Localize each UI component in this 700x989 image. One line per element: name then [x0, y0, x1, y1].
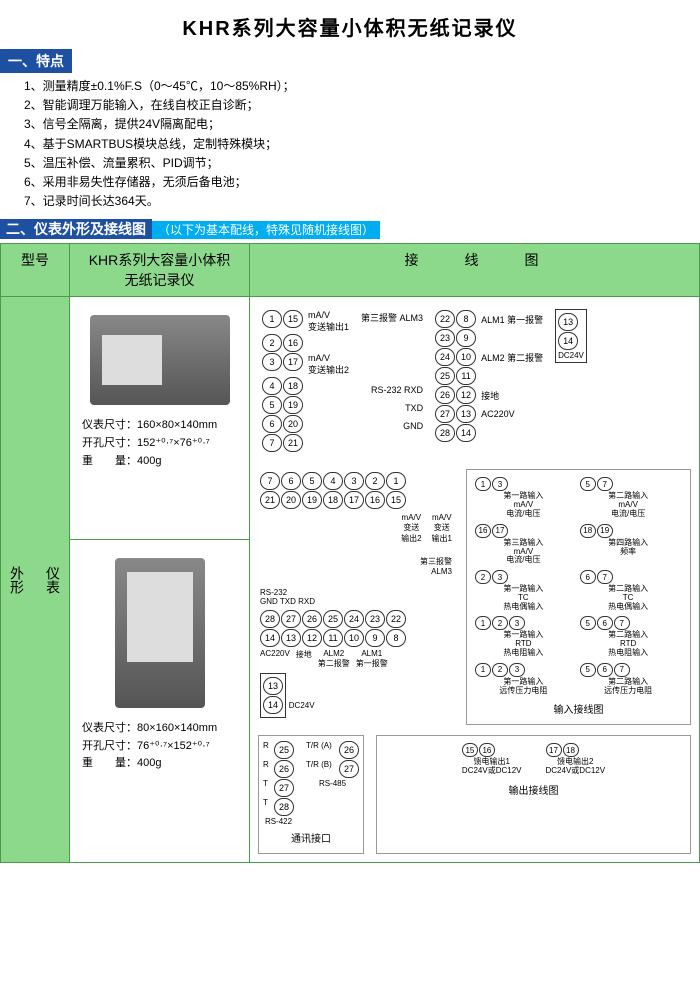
section2-dark: 二、仪表外形及接线图 [0, 219, 152, 239]
th-wiring: 接 线 图 [250, 244, 700, 297]
spec2-l2: 开孔尺寸：76⁺⁰·⁷×152⁺⁰·⁷ [82, 738, 243, 756]
section2-cyan: （以下为基本配线，特殊见随机接线图） [152, 221, 380, 239]
feature-item: 1、测量精度±0.1%F.S（0～45℃，10～85%RH）； [24, 77, 700, 96]
spec1-l2: 开孔尺寸：152⁺⁰·⁷×76⁺⁰·⁷ [82, 435, 243, 453]
feature-item: 5、温压补偿、流量累积、PID调节； [24, 154, 700, 173]
feature-item: 7、记录时间长达364天。 [24, 192, 700, 211]
wiring-cell: 115mA/V 变送输出1 216 317mA/V 变送输出2 418 519 … [250, 297, 700, 863]
section2-header: 二、仪表外形及接线图（以下为基本配线，特殊见随机接线图） [0, 219, 380, 239]
wiring-row-2: 7654321 21201918171615 mA/V 变送 输出2mA/V 变… [256, 467, 693, 727]
feature-item: 2、智能调理万能输入，在线自校正自诊断； [24, 96, 700, 115]
feature-item: 4、基于SMARTBUS模块总线，定制特殊模块； [24, 135, 700, 154]
wiring-row-3: R25R26T27T28 RS-422 T/R (A)26T/R (B)27 R… [256, 733, 693, 856]
th-model: 型号 [1, 244, 70, 297]
spec1-l1: 仪表尺寸：160×80×140mm [82, 417, 243, 435]
input-wiring-block: 13第一路输入 mA/V 电流/电压57第二路输入 mA/V 电流/电压1617… [466, 469, 691, 725]
spec2-l1: 仪表尺寸：80×160×140mm [82, 720, 243, 738]
comm-block: R25R26T27T28 RS-422 T/R (A)26T/R (B)27 R… [258, 735, 364, 854]
th-product: KHR系列大容量小体积 无纸记录仪 [70, 244, 250, 297]
wiring-diagram-1: 115mA/V 变送输出1 216 317mA/V 变送输出2 418 519 … [256, 303, 693, 459]
feature-item: 6、采用非易失性存储器，无须后备电池； [24, 173, 700, 192]
output-wiring-block: 1516馈电输出1 DC24V或DC12V1718馈电输出2 DC24V或DC1… [376, 735, 691, 854]
input-wiring-title: 输入接线图 [471, 701, 686, 716]
product-image-2 [115, 558, 205, 708]
spec1-l3: 重 量：400g [82, 453, 243, 471]
main-table: 型号 KHR系列大容量小体积 无纸记录仪 接 线 图 仪表 外形 仪表尺寸：16… [0, 243, 700, 863]
feature-item: 3、信号全隔离，提供24V隔离配电； [24, 115, 700, 134]
product-image-1 [90, 315, 230, 405]
product-cell-1: 仪表尺寸：160×80×140mm 开孔尺寸：152⁺⁰·⁷×76⁺⁰·⁷ 重 … [70, 297, 250, 540]
features-list: 1、测量精度±0.1%F.S（0～45℃，10～85%RH）； 2、智能调理万能… [0, 73, 700, 219]
row-label: 仪表 外形 [1, 297, 70, 863]
spec2-l3: 重 量：400g [82, 755, 243, 773]
wiring-diagram-2: 7654321 21201918171615 mA/V 变送 输出2mA/V 变… [256, 467, 456, 727]
product-cell-2: 仪表尺寸：80×160×140mm 开孔尺寸：76⁺⁰·⁷×152⁺⁰·⁷ 重 … [70, 539, 250, 863]
page-title: KHR系列大容量小体积无纸记录仪 [0, 0, 700, 49]
section1-header: 一、特点 [0, 49, 700, 73]
